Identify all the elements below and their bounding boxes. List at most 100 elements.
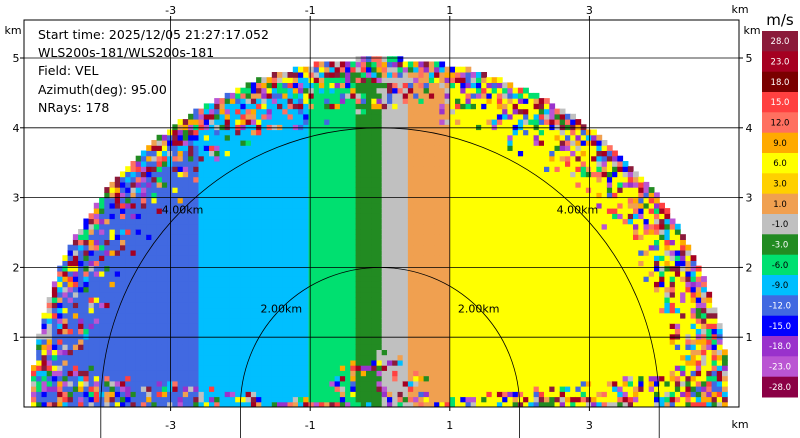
field-cell <box>271 166 278 172</box>
field-cell <box>292 145 299 151</box>
field-cell <box>188 234 194 240</box>
field-cell <box>266 265 273 272</box>
field-cell <box>240 318 247 324</box>
field-cell <box>334 354 341 361</box>
field-cell <box>198 380 205 387</box>
field-cell <box>345 380 351 387</box>
field-cell <box>287 396 294 403</box>
field-cell <box>182 265 189 272</box>
field-cell <box>407 276 414 282</box>
field-cell <box>366 113 372 120</box>
field-cell <box>355 82 362 89</box>
field-cell <box>67 260 74 267</box>
field-cell <box>402 380 409 387</box>
field-cell <box>140 365 147 371</box>
field-cell <box>329 61 336 68</box>
field-cell <box>366 250 372 256</box>
field-cell <box>350 276 357 282</box>
field-cell <box>360 66 367 73</box>
field-cell <box>219 155 226 162</box>
field-cell <box>214 187 220 193</box>
field-cell <box>339 349 346 356</box>
field-cell <box>298 103 304 110</box>
field-cell <box>360 72 367 78</box>
field-cell <box>114 197 121 204</box>
field-cell <box>402 323 409 329</box>
field-cell <box>209 140 215 146</box>
field-cell <box>271 302 278 309</box>
field-cell <box>78 286 84 293</box>
field-cell <box>135 161 142 167</box>
field-cell <box>460 197 467 204</box>
field-cell <box>287 77 294 83</box>
field-cell <box>298 92 304 99</box>
field-cell <box>114 239 121 246</box>
field-cell <box>324 344 330 350</box>
field-cell <box>434 197 440 204</box>
field-cell <box>57 375 63 382</box>
field-cell <box>182 129 189 136</box>
field-cell <box>130 265 137 272</box>
field-cell <box>481 229 487 235</box>
field-cell <box>198 302 205 309</box>
field-cell <box>428 155 435 162</box>
field-cell <box>109 187 116 193</box>
field-cell <box>381 375 388 382</box>
field-cell <box>78 260 84 267</box>
field-cell <box>151 213 158 220</box>
field-cell <box>355 150 362 157</box>
field-cell <box>177 197 184 204</box>
field-cell <box>303 82 309 89</box>
field-cell <box>245 386 252 392</box>
field-cell <box>235 349 241 356</box>
field-cell <box>313 66 320 73</box>
field-cell <box>318 380 325 387</box>
field-cell <box>193 265 200 272</box>
field-cell <box>135 244 142 251</box>
field-cell <box>203 380 210 387</box>
field-cell <box>318 365 325 371</box>
field-cell <box>381 312 388 319</box>
field-cell <box>376 349 383 356</box>
field-cell <box>261 119 268 125</box>
field-cell <box>282 328 289 335</box>
field-cell <box>135 281 142 288</box>
field-cell <box>360 276 367 282</box>
field-cell <box>366 359 372 366</box>
field-cell <box>109 344 116 350</box>
field-cell <box>407 134 414 141</box>
field-cell <box>376 323 383 329</box>
field-cell <box>282 386 289 392</box>
field-cell <box>460 150 467 157</box>
field-cell <box>172 365 179 371</box>
field-cell <box>355 155 362 162</box>
field-cell <box>318 66 325 73</box>
field-cell <box>146 171 152 178</box>
field-cell <box>334 338 341 345</box>
field-cell <box>413 349 419 356</box>
field-cell <box>99 260 105 267</box>
field-cell <box>455 229 461 235</box>
field-cell <box>261 218 268 225</box>
field-cell <box>486 197 493 204</box>
field-cell <box>282 155 289 162</box>
field-cell <box>455 82 461 89</box>
field-cell <box>261 359 268 366</box>
field-cell <box>496 349 503 356</box>
field-cell <box>460 386 467 392</box>
field-cell <box>209 286 215 293</box>
field-cell <box>313 176 320 183</box>
field-cell <box>418 77 425 83</box>
field-cell <box>355 370 362 377</box>
field-cell <box>423 145 430 151</box>
field-cell <box>308 98 315 104</box>
field-cell <box>240 344 247 350</box>
field-cell <box>371 119 378 125</box>
field-cell <box>355 401 362 407</box>
field-cell <box>292 218 299 225</box>
field-cell <box>203 349 210 356</box>
field-cell <box>292 338 299 345</box>
field-cell <box>423 386 430 392</box>
field-cell <box>266 119 273 125</box>
field-cell <box>245 98 252 104</box>
